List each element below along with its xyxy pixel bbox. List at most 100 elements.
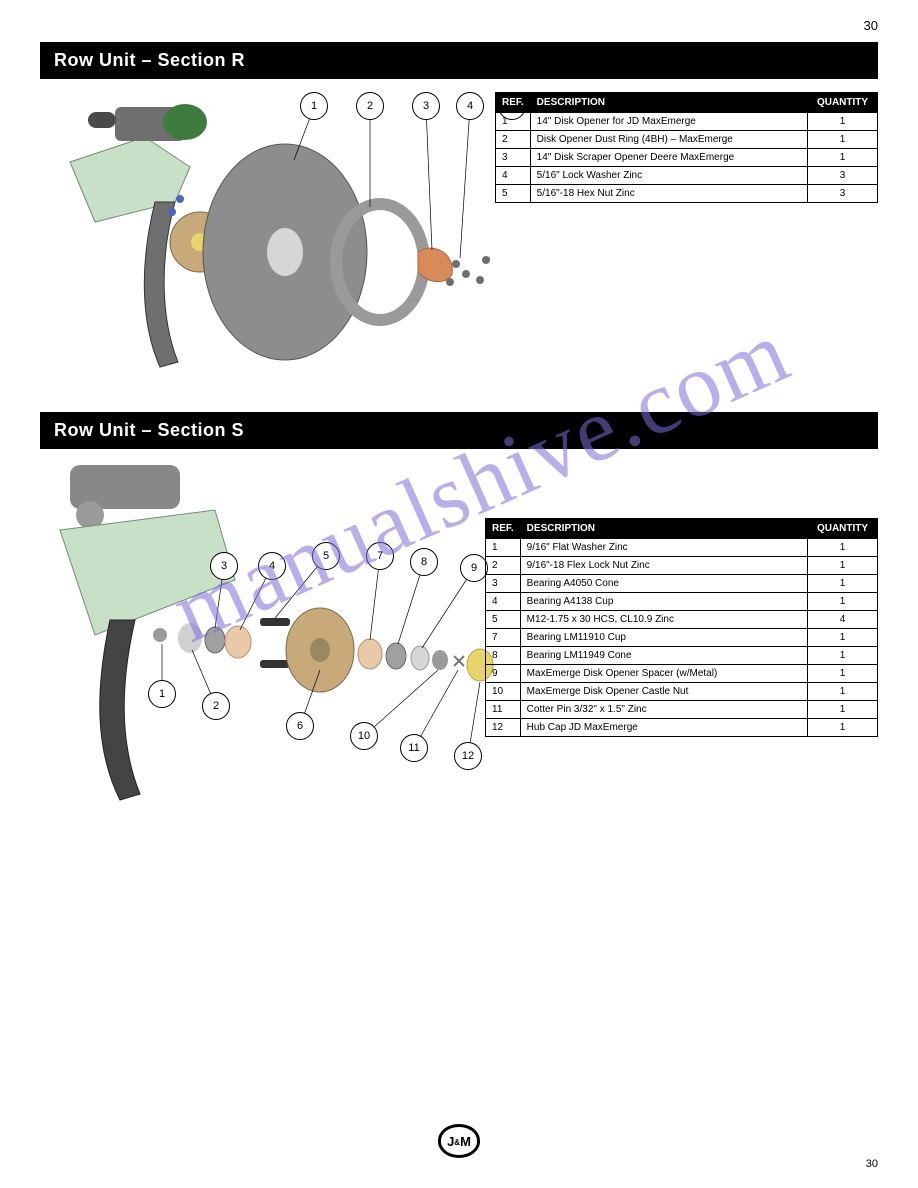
cell: 7 <box>486 629 521 647</box>
footer-logo-text: J&M <box>447 1134 471 1149</box>
cell: 5 <box>496 185 531 203</box>
cell: 1 <box>808 683 878 701</box>
cell: Hub Cap JD MaxEmerge <box>520 719 807 737</box>
cell: 5/16"-18 Hex Nut Zinc <box>530 185 807 203</box>
callout-s-1: 1 <box>148 680 176 708</box>
cell: Bearing LM11910 Cup <box>520 629 807 647</box>
cell: 2 <box>486 557 521 575</box>
section-s-table: REF. DESCRIPTION QUANTITY 19/16" Flat Wa… <box>485 518 878 737</box>
col-qty: QUANTITY <box>808 93 878 113</box>
table-row: 11Cotter Pin 3/32" x 1.5" Zinc1 <box>486 701 878 719</box>
col-qty: QUANTITY <box>808 519 878 539</box>
cell: 11 <box>486 701 521 719</box>
table-row: 7Bearing LM11910 Cup1 <box>486 629 878 647</box>
cell: 8 <box>486 647 521 665</box>
cell: 14" Disk Scraper Opener Deere MaxEmerge <box>530 149 807 167</box>
col-desc: DESCRIPTION <box>520 519 807 539</box>
table-row: 55/16"-18 Hex Nut Zinc3 <box>496 185 878 203</box>
cell: 4 <box>496 167 531 185</box>
callout-r-4: 4 <box>456 92 484 120</box>
col-ref: REF. <box>496 93 531 113</box>
cell: 5/16" Lock Washer Zinc <box>530 167 807 185</box>
section-r-illustration: 1 2 3 4 5 <box>60 82 490 382</box>
cell: 1 <box>496 113 531 131</box>
cell: 4 <box>486 593 521 611</box>
cell: 2 <box>496 131 531 149</box>
table-header-row: REF. DESCRIPTION QUANTITY <box>486 519 878 539</box>
cell: 1 <box>808 149 878 167</box>
table-row: 5M12-1.75 x 30 HCS, CL10.9 Zinc4 <box>486 611 878 629</box>
callout-s-4: 4 <box>258 552 286 580</box>
cell: 1 <box>808 719 878 737</box>
cell: Bearing A4050 Cone <box>520 575 807 593</box>
table-row: 2Disk Opener Dust Ring (4BH) – MaxEmerge… <box>496 131 878 149</box>
cell: 1 <box>808 629 878 647</box>
cell: 1 <box>808 647 878 665</box>
table-header-row: REF. DESCRIPTION QUANTITY <box>496 93 878 113</box>
cell: 9/16" Flat Washer Zinc <box>520 539 807 557</box>
callout-s-8: 8 <box>410 548 438 576</box>
callout-s-6: 6 <box>286 712 314 740</box>
section-s-block: Row Unit – Section S <box>0 412 918 449</box>
col-desc: DESCRIPTION <box>530 93 807 113</box>
callout-s-7: 7 <box>366 542 394 570</box>
cell: 10 <box>486 683 521 701</box>
callout-s-10: 10 <box>350 722 378 750</box>
table-row: 29/16"-18 Flex Lock Nut Zinc1 <box>486 557 878 575</box>
cell: 3 <box>808 185 878 203</box>
section-r-table: REF. DESCRIPTION QUANTITY 114" Disk Open… <box>495 92 878 203</box>
table-row: 9MaxEmerge Disk Opener Spacer (w/Metal)1 <box>486 665 878 683</box>
table-row: 3Bearing A4050 Cone1 <box>486 575 878 593</box>
cell: 9/16"-18 Flex Lock Nut Zinc <box>520 557 807 575</box>
cell: 1 <box>486 539 521 557</box>
cell: 3 <box>496 149 531 167</box>
cell: M12-1.75 x 30 HCS, CL10.9 Zinc <box>520 611 807 629</box>
cell: 12 <box>486 719 521 737</box>
table-row: 45/16" Lock Washer Zinc3 <box>496 167 878 185</box>
table-row: 114" Disk Opener for JD MaxEmerge1 <box>496 113 878 131</box>
callout-s-12: 12 <box>454 742 482 770</box>
cell: 1 <box>808 539 878 557</box>
cell: 14" Disk Opener for JD MaxEmerge <box>530 113 807 131</box>
section-s-title: Row Unit – Section S <box>40 412 878 449</box>
callout-s-5: 5 <box>312 542 340 570</box>
callout-s-11: 11 <box>400 734 428 762</box>
page-number-top: 30 <box>864 18 878 33</box>
table-row: 12Hub Cap JD MaxEmerge1 <box>486 719 878 737</box>
table-row: 4Bearing A4138 Cup1 <box>486 593 878 611</box>
table-row: 314" Disk Scraper Opener Deere MaxEmerge… <box>496 149 878 167</box>
cell: 5 <box>486 611 521 629</box>
cell: 9 <box>486 665 521 683</box>
cell: 1 <box>808 131 878 149</box>
section-r-title: Row Unit – Section R <box>40 42 878 79</box>
callout-s-2: 2 <box>202 692 230 720</box>
cell: 1 <box>808 557 878 575</box>
cell: MaxEmerge Disk Opener Castle Nut <box>520 683 807 701</box>
cell: MaxEmerge Disk Opener Spacer (w/Metal) <box>520 665 807 683</box>
cell: 1 <box>808 593 878 611</box>
table-row: 19/16" Flat Washer Zinc1 <box>486 539 878 557</box>
cell: 1 <box>808 701 878 719</box>
cell: Cotter Pin 3/32" x 1.5" Zinc <box>520 701 807 719</box>
cell: 1 <box>808 113 878 131</box>
cell: 1 <box>808 665 878 683</box>
col-ref: REF. <box>486 519 521 539</box>
cell: 4 <box>808 611 878 629</box>
cell: 3 <box>808 167 878 185</box>
cell: 3 <box>486 575 521 593</box>
cell: Bearing A4138 Cup <box>520 593 807 611</box>
section-s-illustration: 3 4 5 7 8 9 1 2 6 10 11 12 <box>40 460 500 830</box>
section-r-block: Row Unit – Section R <box>0 42 918 79</box>
callout-s-9: 9 <box>460 554 488 582</box>
callout-s-3: 3 <box>210 552 238 580</box>
callout-r-2: 2 <box>356 92 384 120</box>
table-row: 10MaxEmerge Disk Opener Castle Nut1 <box>486 683 878 701</box>
cell: 1 <box>808 575 878 593</box>
cell: Disk Opener Dust Ring (4BH) – MaxEmerge <box>530 131 807 149</box>
table-row: 8Bearing LM11949 Cone1 <box>486 647 878 665</box>
callout-r-3: 3 <box>412 92 440 120</box>
page-number-bottom: 30 <box>866 1158 878 1170</box>
footer-logo: J&M <box>438 1124 480 1158</box>
cell: Bearing LM11949 Cone <box>520 647 807 665</box>
callout-r-1: 1 <box>300 92 328 120</box>
